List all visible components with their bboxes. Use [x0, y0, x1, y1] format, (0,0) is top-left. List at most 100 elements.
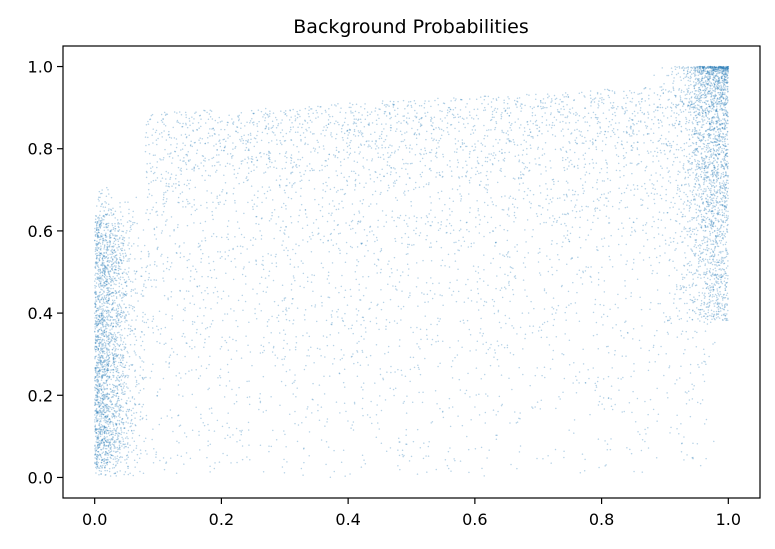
scatter-point — [134, 258, 136, 260]
scatter-point — [684, 256, 687, 259]
scatter-point — [98, 328, 101, 331]
scatter-point — [688, 98, 691, 100]
scatter-point — [105, 296, 108, 299]
scatter-point — [674, 127, 677, 129]
scatter-point — [119, 305, 122, 308]
scatter-point — [115, 312, 118, 314]
scatter-point — [697, 175, 700, 178]
scatter-point — [716, 190, 718, 193]
scatter-point — [96, 419, 99, 422]
scatter-point — [110, 257, 112, 259]
scatter-point — [94, 426, 96, 428]
scatter-point — [702, 239, 705, 241]
scatter-point — [106, 427, 108, 429]
scatter-point — [116, 438, 119, 441]
scatter-point — [703, 276, 705, 279]
scatter-point — [101, 331, 104, 333]
scatter-point — [103, 282, 105, 284]
scatter-point — [713, 253, 716, 255]
scatter-point — [596, 188, 598, 190]
scatter-point — [128, 313, 130, 315]
scatter-point — [711, 207, 713, 209]
scatter-point — [726, 190, 729, 193]
scatter-point — [120, 311, 123, 314]
scatter-point — [125, 255, 127, 257]
scatter-point — [689, 190, 691, 192]
scatter-point — [107, 445, 109, 447]
scatter-point — [710, 95, 713, 98]
scatter-point — [656, 94, 659, 96]
scatter-point — [727, 265, 729, 267]
scatter-point — [100, 361, 103, 363]
scatter-point — [725, 133, 727, 136]
scatter-point — [710, 105, 712, 108]
scatter-point — [103, 466, 106, 468]
scatter-point — [658, 126, 660, 129]
scatter-point — [695, 180, 698, 182]
scatter-point — [603, 180, 605, 182]
scatter-point — [686, 230, 688, 233]
scatter-point — [713, 164, 715, 167]
scatter-point — [709, 224, 712, 226]
scatter-point — [126, 408, 129, 411]
scatter-point — [95, 446, 97, 448]
scatter-point — [112, 436, 114, 438]
scatter-point — [216, 169, 218, 172]
scatter-point — [98, 217, 100, 220]
scatter-point — [717, 115, 719, 117]
scatter-point — [126, 443, 129, 445]
scatter-point — [98, 307, 100, 309]
scatter-point — [709, 87, 711, 89]
scatter-point — [108, 434, 111, 437]
scatter-point — [715, 317, 718, 319]
scatter-point — [653, 74, 655, 76]
scatter-point — [688, 185, 690, 187]
scatter-point — [723, 159, 725, 162]
scatter-point — [120, 461, 122, 463]
scatter-point — [720, 218, 722, 221]
scatter-point — [97, 329, 99, 332]
scatter-point — [95, 314, 97, 317]
scatter-point — [710, 101, 713, 104]
scatter-point — [118, 262, 120, 264]
scatter-point — [107, 439, 109, 442]
scatter-point — [710, 129, 713, 131]
scatter-point — [117, 246, 120, 248]
scatter-point — [100, 455, 102, 457]
scatter-point — [713, 97, 716, 99]
scatter-point — [118, 313, 120, 315]
scatter-point — [724, 287, 726, 290]
scatter-point — [718, 153, 721, 155]
scatter-point — [709, 126, 711, 128]
scatter-point — [712, 86, 715, 88]
scatter-point — [105, 321, 108, 324]
scatter-point — [124, 459, 126, 461]
scatter-point — [109, 429, 112, 432]
scatter-point — [140, 293, 143, 295]
scatter-point — [700, 226, 703, 229]
scatter-point — [97, 404, 100, 406]
scatter-point — [711, 73, 713, 76]
scatter-point — [394, 115, 397, 117]
scatter-point — [99, 349, 102, 351]
scatter-point — [721, 220, 723, 222]
scatter-point — [719, 200, 721, 203]
scatter-point — [576, 199, 578, 201]
scatter-point — [112, 362, 114, 364]
scatter-point — [701, 221, 703, 223]
scatter-point — [703, 237, 705, 239]
scatter-point — [255, 222, 257, 225]
scatter-point — [716, 306, 718, 309]
scatter-point — [102, 322, 104, 324]
scatter-point — [710, 181, 712, 183]
scatter-point — [143, 283, 145, 285]
scatter-point — [104, 374, 106, 376]
scatter-point — [380, 123, 383, 125]
scatter-point — [719, 106, 722, 108]
scatter-point — [117, 318, 120, 320]
scatter-point — [681, 67, 684, 69]
scatter-point — [688, 168, 691, 171]
scatter-point — [105, 426, 107, 428]
scatter-point — [134, 417, 136, 419]
scatter-point — [130, 220, 132, 223]
